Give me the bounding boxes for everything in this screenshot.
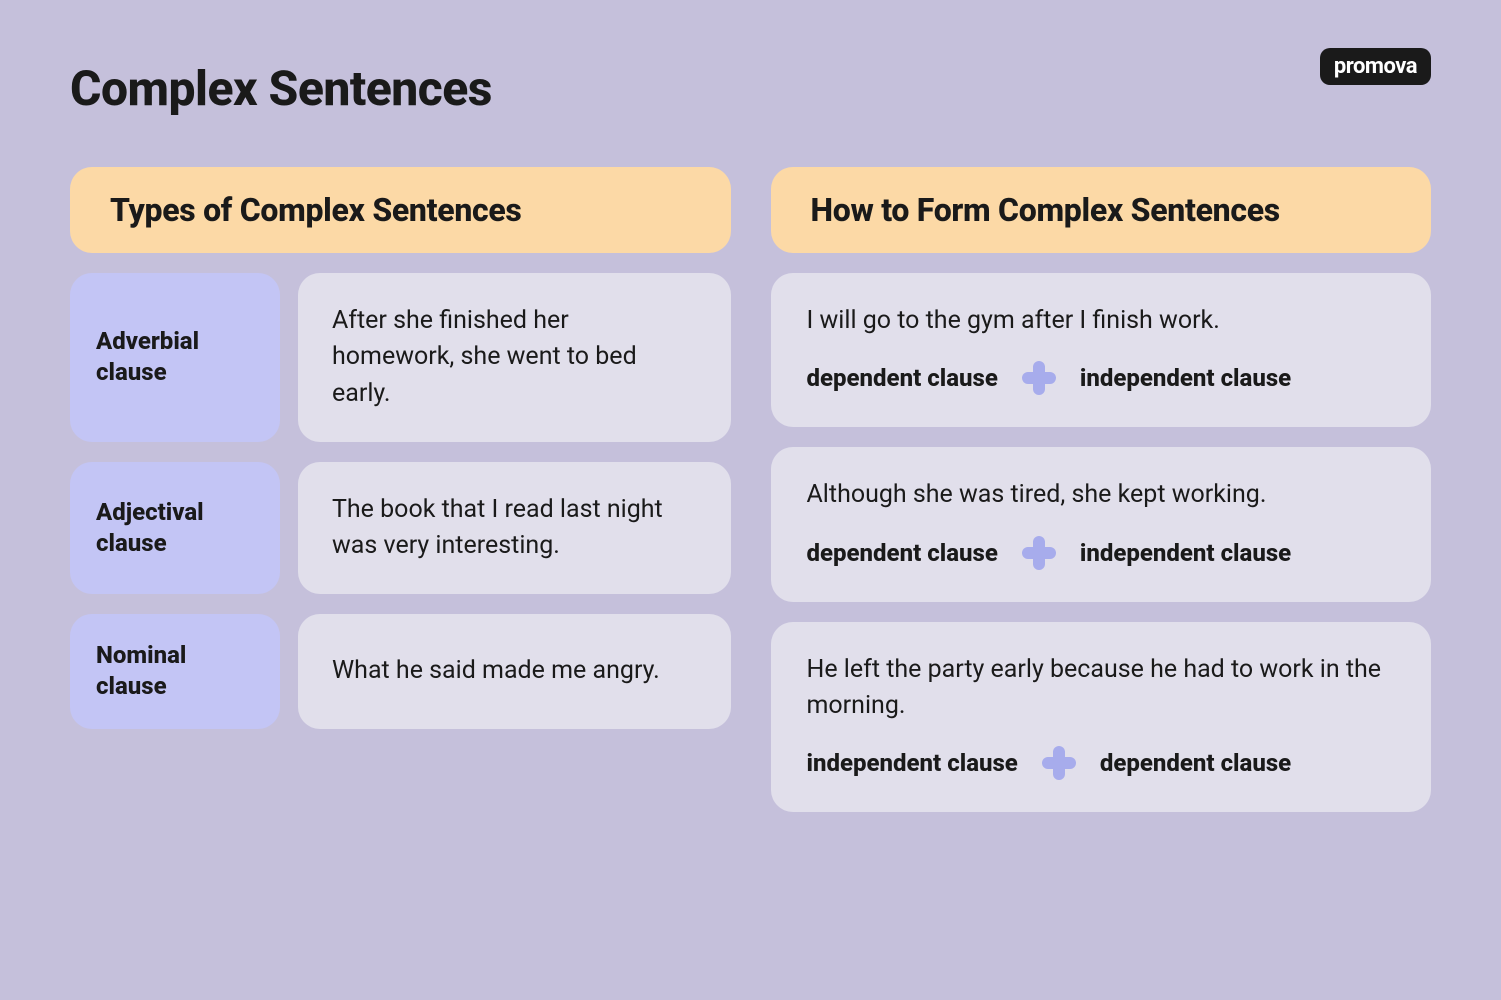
clause-term-left: independent clause bbox=[807, 749, 1018, 777]
form-card: I will go to the gym after I finish work… bbox=[771, 273, 1432, 427]
form-sentence: He left the party early because he had t… bbox=[807, 652, 1396, 725]
form-column: How to Form Complex Sentences I will go … bbox=[771, 167, 1432, 812]
type-example: What he said made me angry. bbox=[298, 614, 731, 728]
type-example: After she finished her homework, she wen… bbox=[298, 273, 731, 442]
clause-term-right: dependent clause bbox=[1100, 749, 1291, 777]
types-heading: Types of Complex Sentences bbox=[70, 167, 731, 253]
clause-term-left: dependent clause bbox=[807, 364, 998, 392]
plus-icon bbox=[1042, 746, 1076, 780]
form-heading: How to Form Complex Sentences bbox=[771, 167, 1432, 253]
type-example: The book that I read last night was very… bbox=[298, 462, 731, 595]
form-structure: dependent clause independent clause bbox=[807, 536, 1396, 570]
type-row: Adverbial clause After she finished her … bbox=[70, 273, 731, 442]
type-label-adjectival: Adjectival clause bbox=[70, 462, 280, 595]
form-structure: independent clause dependent clause bbox=[807, 746, 1396, 780]
type-row: Nominal clause What he said made me angr… bbox=[70, 614, 731, 728]
type-label-nominal: Nominal clause bbox=[70, 614, 280, 728]
brand-logo: promova bbox=[1320, 48, 1431, 85]
types-column: Types of Complex Sentences Adverbial cla… bbox=[70, 167, 731, 812]
form-sentence: I will go to the gym after I finish work… bbox=[807, 303, 1396, 339]
page-title: Complex Sentences bbox=[70, 60, 1431, 117]
clause-term-left: dependent clause bbox=[807, 539, 998, 567]
plus-icon bbox=[1022, 536, 1056, 570]
columns: Types of Complex Sentences Adverbial cla… bbox=[70, 167, 1431, 812]
clause-term-right: independent clause bbox=[1080, 539, 1291, 567]
form-sentence: Although she was tired, she kept working… bbox=[807, 477, 1396, 513]
type-row: Adjectival clause The book that I read l… bbox=[70, 462, 731, 595]
plus-icon bbox=[1022, 361, 1056, 395]
type-label-adverbial: Adverbial clause bbox=[70, 273, 280, 442]
clause-term-right: independent clause bbox=[1080, 364, 1291, 392]
form-structure: dependent clause independent clause bbox=[807, 361, 1396, 395]
form-card: Although she was tired, she kept working… bbox=[771, 447, 1432, 601]
form-card: He left the party early because he had t… bbox=[771, 622, 1432, 813]
